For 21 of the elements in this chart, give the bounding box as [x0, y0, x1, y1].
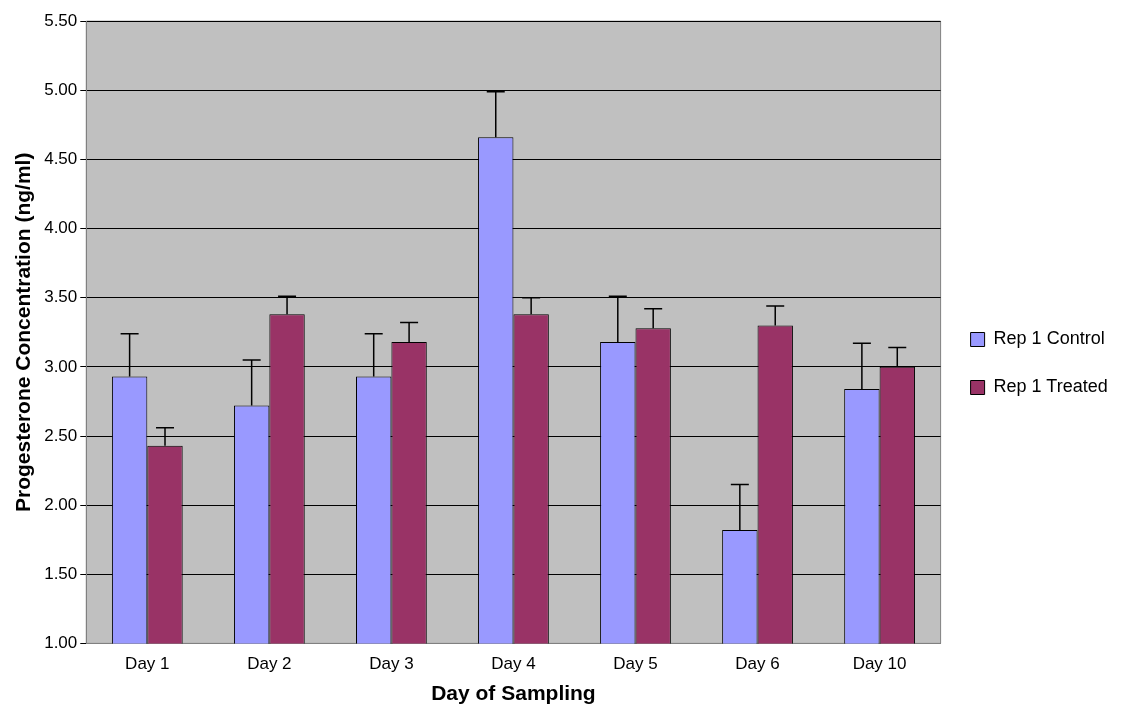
y-axis-title: Progesterone Concentration (ng/ml) [11, 152, 35, 512]
y-tick-label: 5.50 [44, 10, 78, 30]
y-tick-label: 5.00 [44, 80, 78, 100]
legend-label: Rep 1 Control [993, 328, 1105, 349]
y-tick-label: 2.50 [44, 425, 78, 445]
x-tick-label: Day 6 [735, 654, 780, 674]
y-tick-label: 4.00 [44, 218, 78, 238]
y-tick-label: 3.50 [44, 287, 78, 307]
x-tick-label: Day 3 [369, 654, 414, 674]
x-tick-label: Day 5 [613, 654, 658, 674]
y-tick-label: 1.00 [44, 633, 78, 653]
legend-label: Rep 1 Treated [993, 376, 1108, 397]
x-tick-label: Day 4 [491, 654, 536, 674]
x-tick-label: Day 10 [852, 654, 907, 674]
y-tick-label: 1.50 [44, 563, 78, 583]
x-axis-title: Day of Sampling [431, 681, 596, 705]
x-tick-label: Day 1 [125, 654, 170, 674]
x-tick-label: Day 2 [247, 654, 292, 674]
y-tick-label: 3.00 [44, 356, 78, 376]
y-tick-label: 2.00 [44, 494, 78, 514]
y-tick-label: 4.50 [44, 149, 78, 169]
